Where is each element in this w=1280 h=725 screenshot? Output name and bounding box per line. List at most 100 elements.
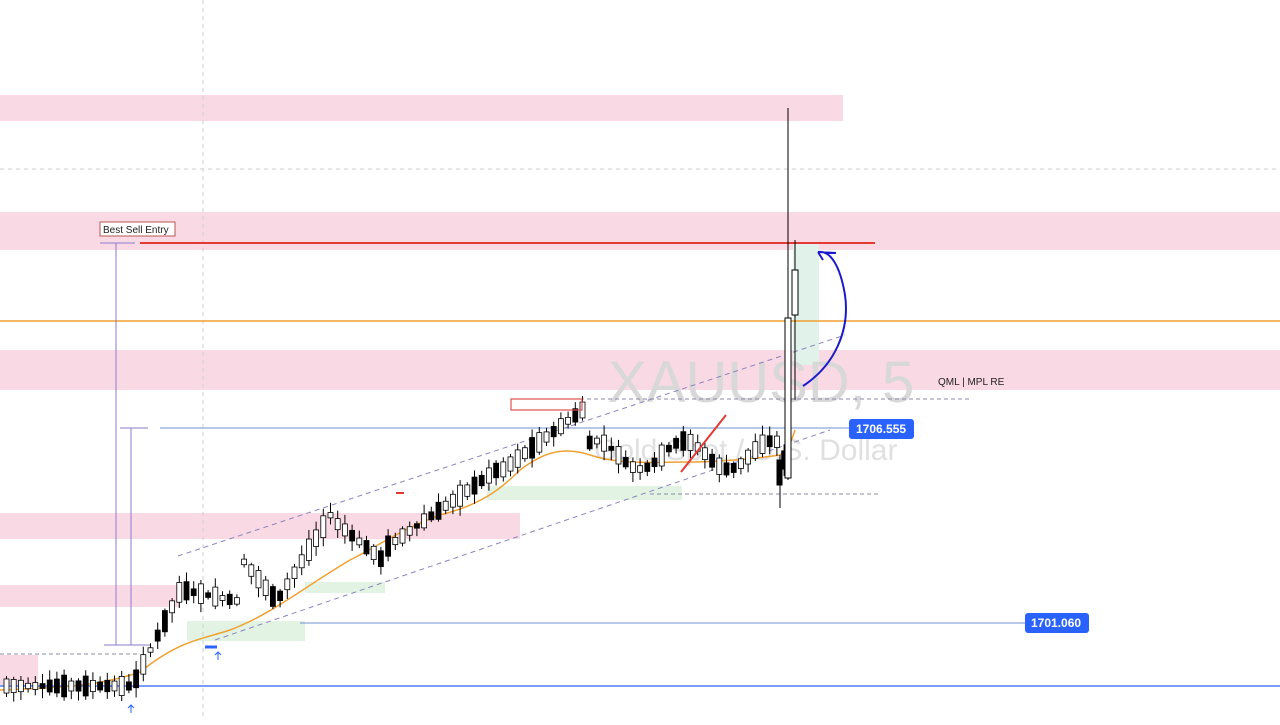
candle-body (550, 426, 557, 438)
candle-body (478, 474, 485, 487)
candle-body (709, 453, 715, 468)
candle-body (745, 449, 751, 465)
candle-body (493, 462, 500, 479)
candle-body (730, 462, 737, 473)
candle-body (658, 444, 665, 467)
candle-body (586, 435, 593, 450)
candle-body (608, 445, 615, 451)
candle-body (522, 447, 528, 460)
hand-drawn-arrow (802, 250, 847, 387)
candle-body (514, 449, 521, 468)
spike-body (784, 317, 792, 479)
candle-body (133, 669, 140, 689)
candle-body (385, 535, 392, 557)
moving-average-line (0, 429, 796, 691)
up-arrow-marker (127, 704, 135, 713)
candle-body (363, 540, 370, 555)
price-badge-1706-text: 1706.555 (856, 422, 906, 436)
candle-body (212, 586, 219, 607)
candle-body (723, 462, 730, 476)
candle-body (738, 458, 744, 469)
candle-body (637, 465, 643, 473)
candle-body (651, 457, 658, 468)
supply-zone (0, 513, 520, 539)
candle-body (176, 582, 183, 603)
candle-body (233, 597, 240, 605)
supply-zone (0, 95, 843, 121)
supply-zone (0, 350, 1280, 390)
candle-body (111, 680, 118, 692)
candle-body (716, 457, 723, 475)
candle-body (464, 484, 471, 497)
price-badge-1701[interactable]: 1701.060 (1025, 613, 1089, 633)
candle-body (673, 437, 679, 449)
candle-body (219, 595, 226, 601)
candle-body (341, 523, 348, 537)
candle-body (471, 476, 478, 495)
candle-body (766, 435, 773, 448)
candle-body (154, 629, 161, 642)
candle-body (558, 418, 564, 435)
supply-zone (0, 585, 180, 607)
demand-zone (187, 621, 305, 641)
candle-body (644, 462, 651, 472)
candles-layer (3, 108, 799, 702)
candle-body (82, 675, 89, 697)
candle-body (702, 447, 708, 460)
qml-label[interactable]: QML | MPL RE (938, 377, 1005, 388)
candle-body (622, 456, 629, 468)
candle-body (435, 501, 442, 520)
dip-body (776, 459, 783, 486)
price-badge-1706[interactable]: 1706.555 (849, 419, 914, 439)
candle-body (500, 461, 507, 478)
candle-body (327, 512, 334, 519)
candle-body (262, 579, 269, 596)
best-sell-entry-label[interactable]: Best Sell Entry (99, 221, 176, 237)
candle-body (190, 588, 197, 597)
candle-body (413, 523, 420, 529)
candle-body (17, 679, 24, 693)
candle-body (104, 679, 111, 693)
candle-body (313, 529, 320, 547)
candle-body (97, 681, 103, 691)
candle-body (284, 578, 291, 591)
candle-body (320, 515, 327, 539)
candle-body (485, 467, 492, 484)
candle-body (226, 593, 233, 606)
candle-body (10, 679, 17, 693)
candle-body (118, 676, 125, 696)
candle-body (277, 590, 284, 601)
candle-body (169, 600, 176, 614)
candle-body (507, 456, 514, 472)
channel-upper (177, 334, 846, 557)
up-arrow-marker (214, 651, 222, 660)
candle-body (572, 408, 579, 423)
candle-body (601, 434, 607, 452)
candle-body (291, 566, 298, 579)
candle-body (356, 537, 363, 546)
drawing-lines-layer (0, 242, 1280, 691)
candle-body (399, 528, 406, 544)
best-sell-entry-text: Best Sell Entry (103, 225, 169, 236)
candle-body (205, 592, 212, 598)
candle-body (406, 526, 413, 536)
candle-body (759, 434, 766, 454)
candle-body (680, 431, 687, 451)
candle-body (666, 444, 672, 453)
candle-body (3, 678, 10, 694)
candle-body (269, 586, 276, 607)
candle-body (536, 432, 543, 453)
candle-body (594, 437, 600, 445)
candle-body (147, 647, 154, 653)
demand-zone (487, 486, 682, 500)
candle-body (615, 446, 622, 465)
candle-body (392, 537, 399, 546)
candle-body (752, 441, 759, 459)
candle-body (32, 682, 39, 690)
candle-body (687, 433, 694, 451)
candle-body (529, 437, 535, 459)
candle-body (543, 431, 550, 443)
candle-body (126, 681, 132, 691)
